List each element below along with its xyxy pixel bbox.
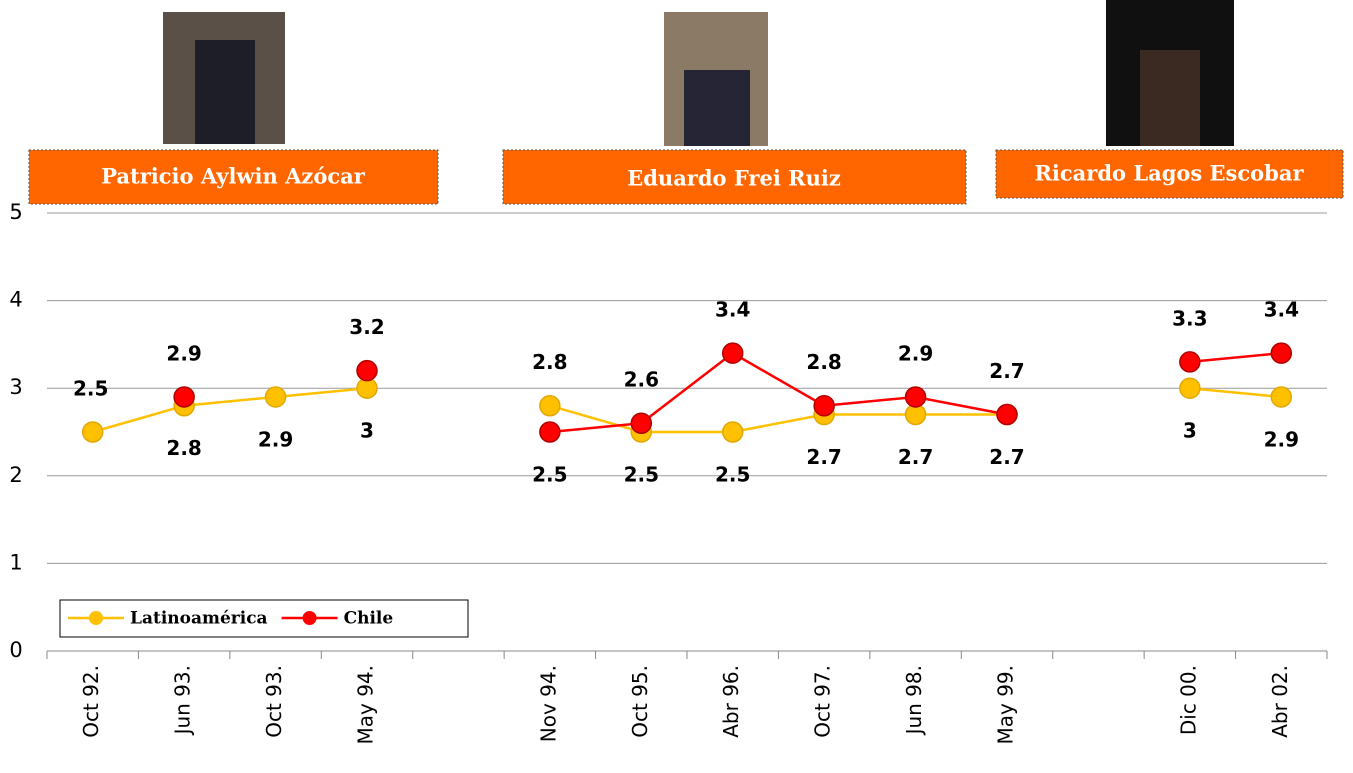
legend-marker: [303, 611, 317, 625]
legend: Latinoamérica Chile: [60, 600, 468, 637]
y-tick-label: 5: [9, 200, 22, 224]
marker: [906, 387, 926, 407]
legend-label: Latinoamérica: [130, 609, 268, 629]
marker: [1180, 352, 1200, 372]
legend-label: Chile: [344, 609, 394, 629]
x-tick-label: Nov 94.: [536, 665, 560, 742]
x-tick-label: Oct 95.: [628, 665, 652, 738]
marker: [997, 404, 1017, 424]
y-tick-label: 1: [9, 550, 22, 574]
marker: [814, 396, 834, 416]
marker: [1271, 387, 1291, 407]
series-line: [550, 406, 1007, 432]
series-line: [1190, 353, 1281, 362]
x-tick-label: Jun 93.: [171, 665, 195, 736]
annotation: Ricardo Lagos Escobar: [1034, 161, 1304, 186]
data-label: 3.4: [715, 298, 750, 322]
portrait-figure: [1140, 50, 1200, 146]
data-label: 2.7: [989, 359, 1024, 383]
marker: [83, 422, 103, 442]
annotation: Patricio Aylwin Azócar: [101, 164, 366, 189]
data-label: 2.5: [532, 463, 567, 487]
series-line: [93, 388, 367, 432]
x-tick-label: May 99.: [994, 665, 1018, 745]
marker: [723, 343, 743, 363]
marker: [723, 422, 743, 442]
marker: [540, 422, 560, 442]
data-label: 2.9: [1264, 427, 1299, 451]
legend-marker: [89, 611, 103, 625]
marker: [631, 413, 651, 433]
marker: [1271, 343, 1291, 363]
series-line: [1190, 388, 1281, 397]
series-line: [550, 353, 1007, 432]
data-label: 2.7: [898, 445, 933, 469]
x-tick-label: May 94.: [354, 665, 378, 745]
data-label: 3.4: [1264, 298, 1299, 322]
y-tick-label: 3: [9, 375, 22, 399]
x-tick-label: Dic 00.: [1176, 665, 1200, 735]
annotation: Eduardo Frei Ruiz: [627, 166, 841, 191]
x-tick-label: Oct 92.: [79, 665, 103, 738]
chart: Patricio Aylwin Azócar Eduardo Frei Ruiz…: [0, 0, 1353, 773]
data-label: 3: [360, 419, 374, 443]
data-label: 2.6: [624, 368, 659, 392]
data-label: 3.2: [349, 315, 384, 339]
marker: [1180, 378, 1200, 398]
data-label: 2.5: [715, 463, 750, 487]
y-tick-label: 2: [9, 463, 22, 487]
marker: [357, 361, 377, 381]
data-label: 2.8: [806, 350, 841, 374]
marker: [266, 387, 286, 407]
data-label: 2.8: [532, 350, 567, 374]
data-label: 2.9: [898, 341, 933, 365]
x-tick-label: Abr 02.: [1268, 665, 1292, 738]
header: Patricio Aylwin Azócar Eduardo Frei Ruiz…: [29, 0, 1343, 204]
x-tick-label: Oct 97.: [811, 665, 835, 738]
marker: [540, 396, 560, 416]
portrait-figure: [195, 40, 255, 144]
data-label: 3.3: [1172, 306, 1207, 330]
data-label: 3: [1183, 419, 1197, 443]
x-tick-label: Oct 93.: [262, 665, 286, 738]
marker: [174, 387, 194, 407]
data-label: 2.7: [989, 445, 1024, 469]
data-label: 2.5: [624, 463, 659, 487]
y-tick-label: 0: [9, 638, 22, 662]
portrait-figure: [684, 70, 750, 146]
data-label: 2.7: [806, 445, 841, 469]
data-label: 2.8: [166, 436, 201, 460]
x-tick-label: Jun 98.: [902, 665, 926, 736]
y-tick-label: 4: [9, 288, 22, 312]
x-tick-label: Abr 96.: [719, 665, 743, 738]
data-label: 2.5: [73, 377, 108, 401]
data-label: 2.9: [258, 427, 293, 451]
data-label: 2.9: [166, 341, 201, 365]
